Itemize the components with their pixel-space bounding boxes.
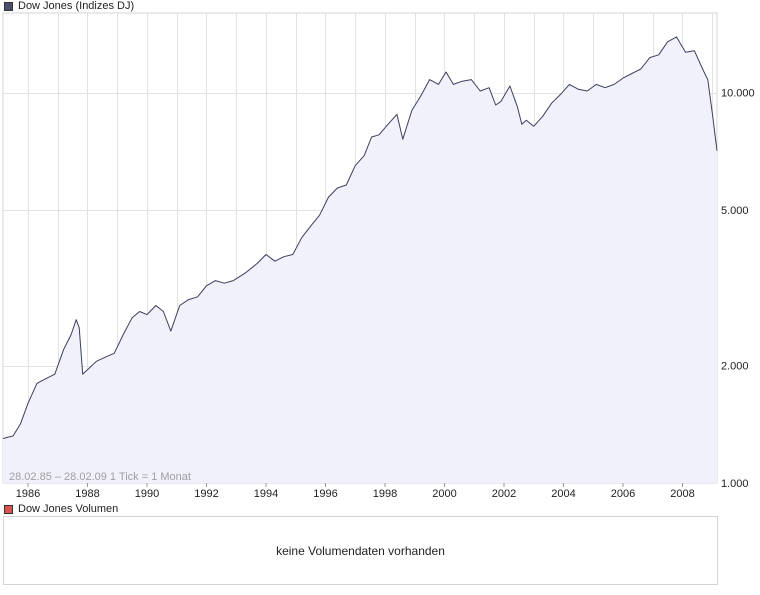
y-tick-label: 1.000 <box>721 478 749 490</box>
price-chart: 1986 1988 1990 1992 1994 1996 1998 2000 2002 2004… <box>2 12 755 500</box>
x-tick-label: 2006 <box>611 488 635 500</box>
x-tick-label: 2008 <box>670 488 694 500</box>
y-tick-label: 2.000 <box>721 361 749 373</box>
x-tick-label: 1990 <box>135 488 159 500</box>
x-tick-label: 2004 <box>551 488 575 500</box>
price-series-label: Dow Jones (Indizes DJ) <box>18 0 135 12</box>
x-tick-label: 2002 <box>492 488 516 500</box>
volume-series-legend: Dow Jones Volumen <box>4 503 118 515</box>
y-tick-label: 10.000 <box>721 88 755 100</box>
volume-series-label: Dow Jones Volumen <box>18 503 119 515</box>
x-tick-label: 1994 <box>254 488 278 500</box>
x-tick-label: 1986 <box>16 488 40 500</box>
price-area-fill <box>3 36 717 484</box>
x-tick-label: 1996 <box>313 488 337 500</box>
price-series-line <box>2 36 718 439</box>
x-tick-label: 1988 <box>75 488 99 500</box>
no-volume-data-message: keine Volumendaten vorhanden <box>276 543 445 558</box>
price-series-legend: Dow Jones (Indizes DJ) <box>4 0 134 12</box>
x-tick-label: 1992 <box>194 488 218 500</box>
price-series-swatch <box>4 1 13 11</box>
x-tick-label: 2000 <box>432 488 456 500</box>
x-tick-label: 1998 <box>373 488 397 500</box>
volume-series-swatch <box>4 504 13 514</box>
date-range-label: 28.02.85 – 28.02.09 1 Tick = 1 Monat <box>9 471 191 483</box>
y-tick-label: 5.000 <box>721 205 749 217</box>
volume-panel: keine Volumendaten vorhanden <box>3 516 718 585</box>
